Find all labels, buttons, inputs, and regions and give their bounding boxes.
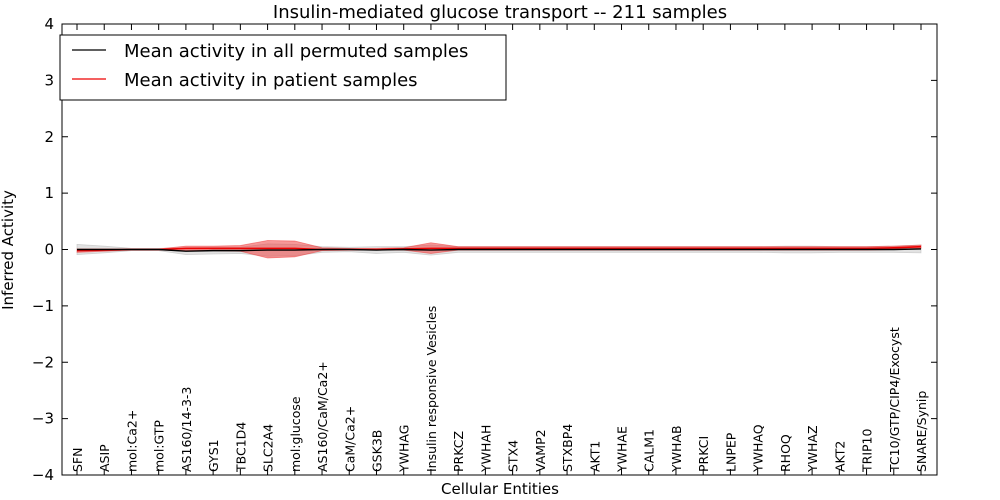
chart-title: Insulin-mediated glucose transport -- 21… xyxy=(273,2,727,23)
y-tick-label: −4 xyxy=(32,466,54,484)
x-tick-label: AKT2 xyxy=(832,441,847,472)
x-tick-label: LNPEP xyxy=(723,432,738,472)
x-tick-label: SLC2A4 xyxy=(261,424,276,472)
series-line-0 xyxy=(77,248,922,252)
x-tick-label: STXBP4 xyxy=(560,424,575,472)
x-axis-label: Cellular Entities xyxy=(441,480,559,498)
x-tick-label: PRKCZ xyxy=(451,431,466,472)
y-tick-label: 4 xyxy=(44,15,54,33)
x-tick-label: YWHAZ xyxy=(805,425,820,473)
x-tick-label: SNARE/Synip xyxy=(914,391,929,472)
x-tick-label: GSK3B xyxy=(369,430,384,472)
y-tick-label: −2 xyxy=(32,353,54,371)
y-axis: 4 3 2 1 0 −1 −2 −3 −4 xyxy=(32,15,937,484)
y-tick-label: 0 xyxy=(44,241,54,259)
series-line-1 xyxy=(76,245,922,252)
x-tick-label: YWHAG xyxy=(397,425,412,473)
legend-box xyxy=(59,34,507,101)
y-tick-label: −1 xyxy=(32,297,54,315)
x-tick-label: TBC1D4 xyxy=(233,422,248,473)
x-tick-label: YWHAQ xyxy=(751,424,766,473)
y-axis-label: Inferred Activity xyxy=(0,190,17,310)
x-axis: SFN ASIP mol:Ca2+ mol:GTP AS160/14-3-3 GYS1 TB… xyxy=(70,24,929,475)
y-tick-label: 2 xyxy=(44,128,54,146)
x-tick-label: ASIP xyxy=(97,444,112,472)
y-tick-label: 3 xyxy=(44,71,54,89)
x-tick-label: AS160/CaM/Ca2+ xyxy=(315,361,330,472)
x-tick-label: mol:GTP xyxy=(152,420,167,472)
x-tick-label: YWHAE xyxy=(615,426,630,473)
x-tick-label: CaM/Ca2+ xyxy=(342,406,357,472)
x-tick-label: TC10/GTP/CIP4/Exocyst xyxy=(887,327,902,473)
legend: Mean activity in all permuted samples Me… xyxy=(59,34,507,101)
x-tick-label: STX4 xyxy=(506,440,521,472)
x-tick-label: RHOQ xyxy=(778,434,793,472)
x-tick-label: mol:Ca2+ xyxy=(124,410,139,472)
x-tick-label: AS160/14-3-3 xyxy=(179,387,194,472)
x-tick-label: VAMP2 xyxy=(533,429,548,472)
x-tick-label: Insulin responsive Vesicles xyxy=(424,306,439,472)
x-tick-label: mol:glucose xyxy=(288,396,303,472)
x-tick-label: TRIP10 xyxy=(860,429,875,473)
y-tick-label: 1 xyxy=(44,184,54,202)
x-tick-label: SFN xyxy=(70,448,85,472)
legend-label-patient: Mean activity in patient samples xyxy=(124,70,418,91)
x-tick-label: PRKCI xyxy=(696,436,711,472)
x-tick-label: YWHAH xyxy=(478,425,493,473)
legend-label-permuted: Mean activity in all permuted samples xyxy=(124,41,468,62)
x-tick-label: GYS1 xyxy=(206,439,221,472)
x-tick-label: AKT1 xyxy=(587,441,602,472)
x-tick-label: YWHAB xyxy=(669,425,684,473)
series-lines xyxy=(76,245,922,252)
y-tick-label: −3 xyxy=(32,410,54,428)
x-tick-label: CALM1 xyxy=(642,429,657,472)
